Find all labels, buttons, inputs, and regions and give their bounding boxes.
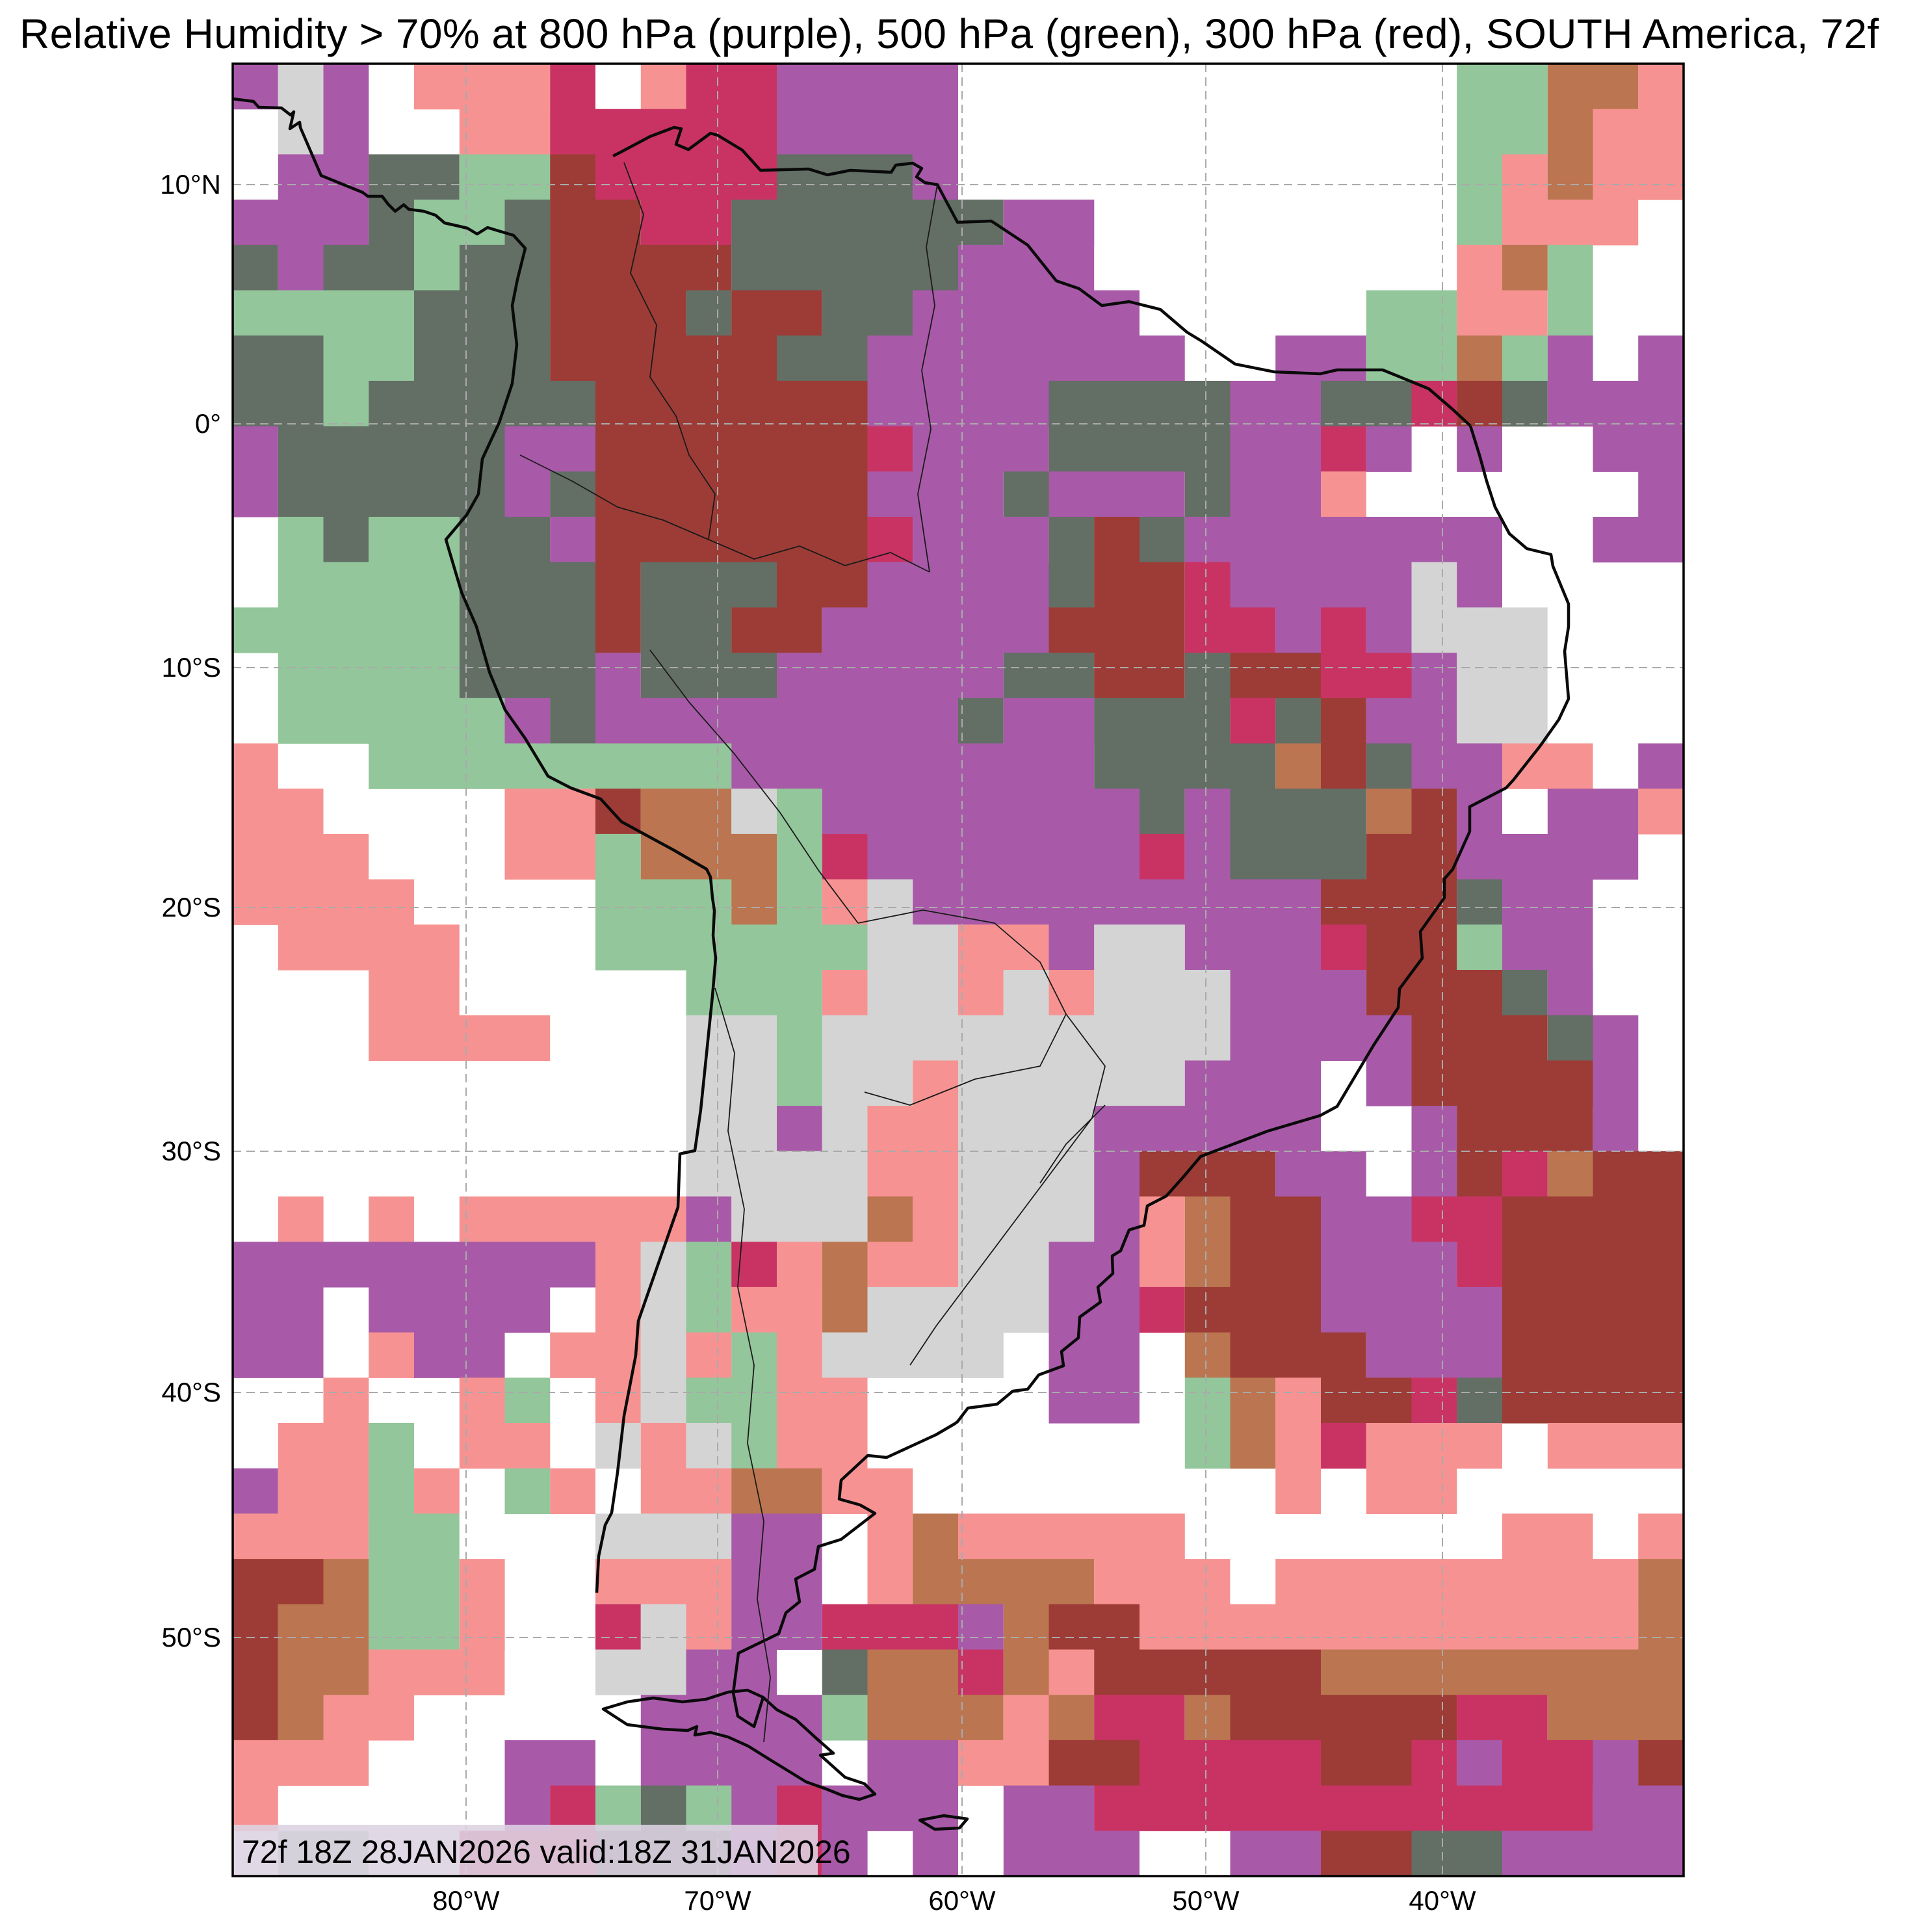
svg-text:30°S: 30°S bbox=[161, 1136, 221, 1166]
svg-text:40°S: 40°S bbox=[161, 1377, 221, 1407]
svg-text:10°S: 10°S bbox=[161, 652, 221, 683]
svg-text:50°S: 50°S bbox=[161, 1622, 221, 1652]
svg-text:0°: 0° bbox=[195, 408, 221, 439]
svg-text:40°W: 40°W bbox=[1409, 1885, 1476, 1916]
svg-text:70°W: 70°W bbox=[684, 1885, 751, 1916]
svg-text:80°W: 80°W bbox=[432, 1885, 500, 1916]
svg-text:10°N: 10°N bbox=[160, 169, 221, 200]
svg-text:50°W: 50°W bbox=[1172, 1885, 1240, 1916]
svg-text:20°S: 20°S bbox=[161, 892, 221, 922]
svg-text:Relative Humidity > 70% at 800: Relative Humidity > 70% at 800 hPa (purp… bbox=[20, 10, 1879, 57]
svg-text:60°W: 60°W bbox=[928, 1885, 996, 1916]
svg-text:72f 18Z 28JAN2026 valid:18Z 31: 72f 18Z 28JAN2026 valid:18Z 31JAN2026 bbox=[242, 1834, 851, 1870]
